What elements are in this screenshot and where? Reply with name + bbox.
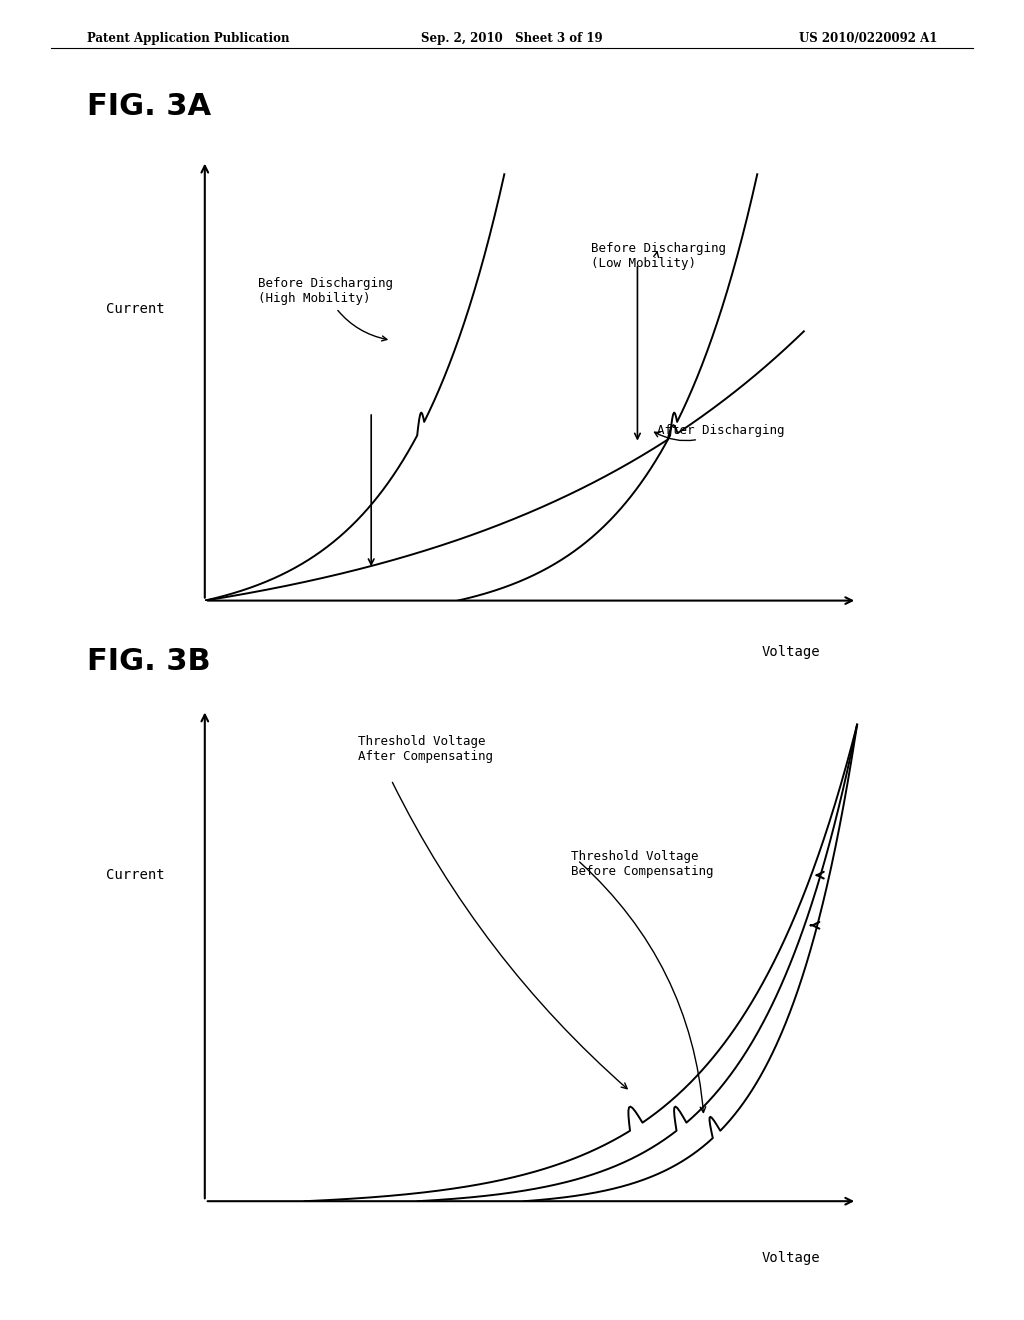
Text: US 2010/0220092 A1: US 2010/0220092 A1 — [799, 32, 937, 45]
Text: FIG. 3B: FIG. 3B — [87, 647, 211, 676]
Text: Current: Current — [106, 869, 165, 882]
Text: Sep. 2, 2010   Sheet 3 of 19: Sep. 2, 2010 Sheet 3 of 19 — [421, 32, 603, 45]
Text: Threshold Voltage
After Compensating: Threshold Voltage After Compensating — [358, 735, 493, 763]
Text: FIG. 3A: FIG. 3A — [87, 92, 211, 121]
Text: Voltage: Voltage — [761, 645, 820, 660]
Text: Patent Application Publication: Patent Application Publication — [87, 32, 290, 45]
Text: Voltage: Voltage — [761, 1251, 820, 1266]
Text: Before Discharging
(Low Mobility): Before Discharging (Low Mobility) — [591, 242, 726, 269]
Text: After Discharging: After Discharging — [654, 424, 785, 441]
Text: Before Discharging
(High Mobility): Before Discharging (High Mobility) — [258, 277, 393, 341]
Text: Threshold Voltage
Before Compensating: Threshold Voltage Before Compensating — [571, 850, 714, 878]
Text: Current: Current — [106, 302, 165, 315]
